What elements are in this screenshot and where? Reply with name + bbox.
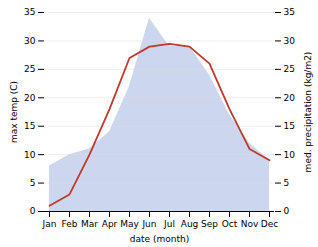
svg-text:Feb: Feb — [62, 219, 78, 229]
svg-text:5: 5 — [30, 178, 36, 188]
svg-text:35: 35 — [284, 7, 295, 17]
svg-text:25: 25 — [284, 64, 295, 74]
svg-text:10: 10 — [24, 150, 36, 160]
svg-text:5: 5 — [284, 178, 290, 188]
svg-text:0: 0 — [284, 206, 290, 216]
svg-text:15: 15 — [24, 121, 35, 131]
svg-text:Jul: Jul — [163, 219, 175, 229]
svg-text:Jun: Jun — [141, 219, 156, 229]
svg-text:25: 25 — [24, 64, 35, 74]
svg-text:30: 30 — [284, 36, 296, 46]
svg-text:Nov: Nov — [241, 219, 259, 229]
svg-text:med. precipitation (kg/m2): med. precipitation (kg/m2) — [303, 52, 313, 173]
svg-text:15: 15 — [284, 121, 295, 131]
svg-text:Mar: Mar — [81, 219, 98, 229]
svg-text:0: 0 — [30, 206, 36, 216]
svg-text:max temp (C): max temp (C) — [9, 81, 19, 143]
svg-text:20: 20 — [284, 93, 296, 103]
svg-text:30: 30 — [24, 36, 36, 46]
svg-text:Jan: Jan — [42, 219, 57, 229]
svg-text:May: May — [120, 219, 139, 229]
svg-text:10: 10 — [284, 150, 296, 160]
svg-text:35: 35 — [24, 7, 35, 17]
svg-text:date (month): date (month) — [130, 234, 189, 244]
svg-text:Apr: Apr — [102, 219, 118, 229]
svg-text:Aug: Aug — [181, 219, 199, 229]
svg-text:Sep: Sep — [201, 219, 218, 229]
svg-text:Oct: Oct — [222, 219, 238, 229]
svg-text:20: 20 — [24, 93, 36, 103]
svg-text:Dec: Dec — [261, 219, 278, 229]
